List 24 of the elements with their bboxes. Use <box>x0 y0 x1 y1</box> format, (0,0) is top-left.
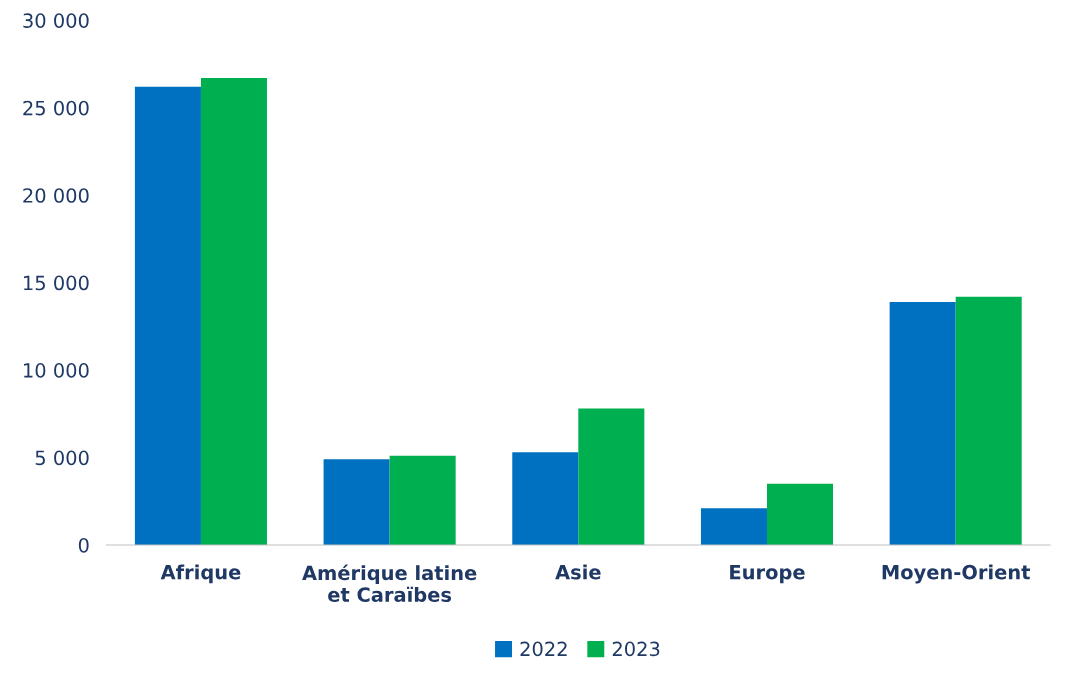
x-tick-label: Amérique latine et Caraïbes <box>302 564 477 603</box>
x-tick-label: Europe <box>730 565 805 584</box>
legend-label: 2023 <box>612 641 660 657</box>
bar <box>955 296 1022 545</box>
bar <box>889 301 956 545</box>
bar <box>766 483 834 545</box>
y-tick-label: 15 000 <box>24 275 89 291</box>
x-tick-label: Asie <box>555 564 601 580</box>
y-tick-label: 20 000 <box>23 188 89 203</box>
x-tick-label: Afrique <box>160 564 241 584</box>
bar <box>578 408 645 545</box>
y-tick-label: 5 000 <box>35 450 89 466</box>
bar <box>700 508 767 545</box>
bar <box>323 459 390 545</box>
bar <box>134 86 201 545</box>
bar <box>200 78 267 545</box>
y-tick-label: 30 000 <box>23 13 89 28</box>
y-tick-label: 0 <box>78 537 89 553</box>
legend-label: 2022 <box>520 641 567 657</box>
y-tick-label: 10 000 <box>24 363 89 378</box>
x-tick-label: Moyen-Orient <box>882 564 1031 584</box>
y-tick-label: 25 000 <box>23 100 89 116</box>
bar <box>389 455 456 545</box>
bar <box>512 452 579 545</box>
